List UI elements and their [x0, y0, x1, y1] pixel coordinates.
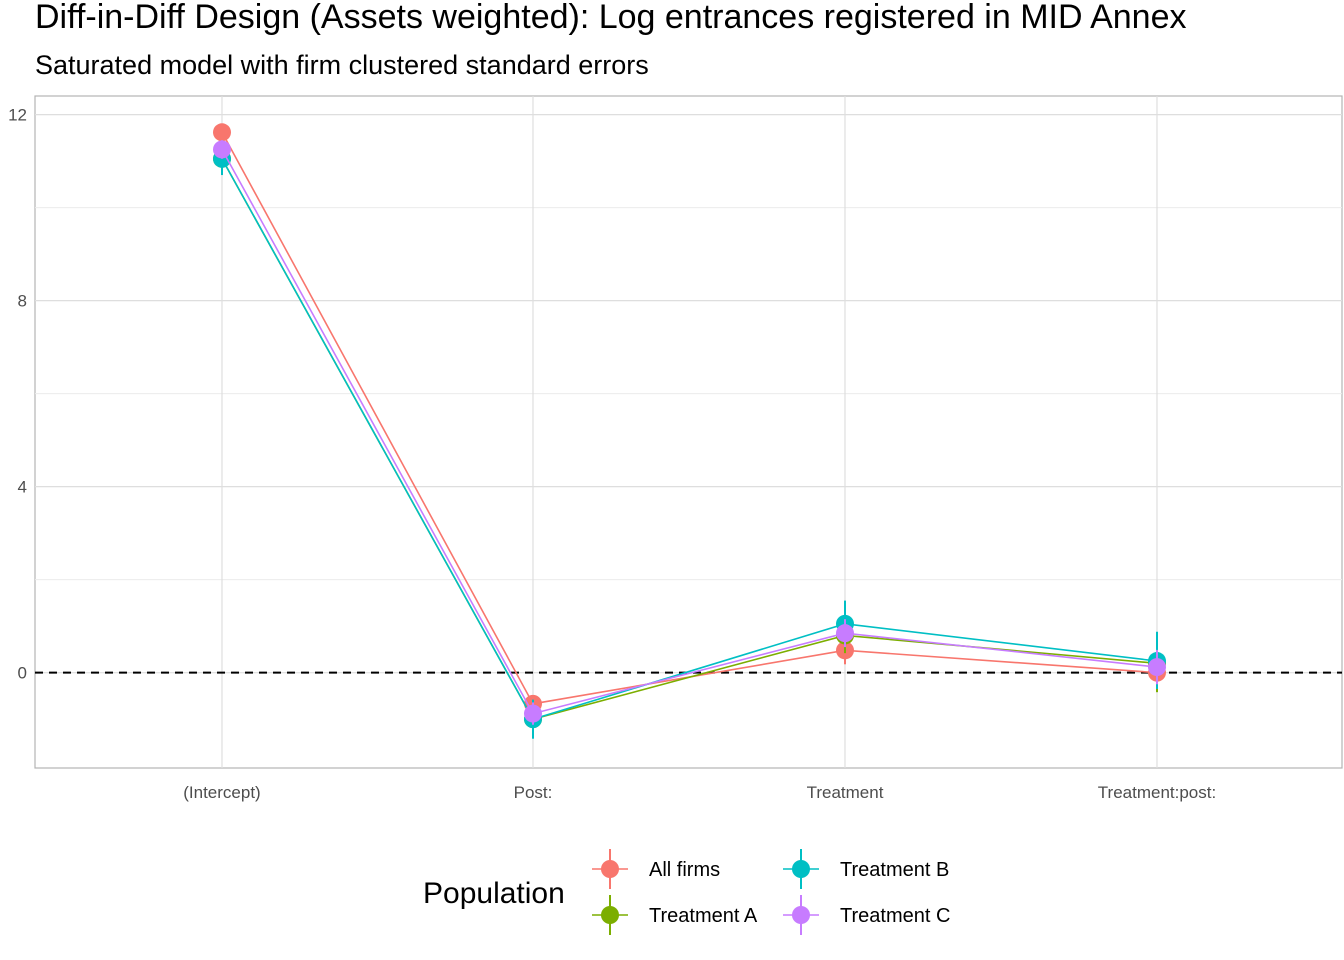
legend-label: Treatment B	[840, 859, 949, 881]
legend-title: Population	[423, 877, 565, 910]
x-tick-label: Treatment:post:	[1098, 783, 1216, 802]
series	[213, 140, 1166, 725]
legend-label: Treatment A	[649, 905, 758, 927]
x-tick-label: Post:	[514, 783, 553, 802]
grid-lines	[35, 96, 1342, 768]
x-tick-label: (Intercept)	[183, 783, 260, 802]
y-tick-label: 0	[18, 664, 27, 683]
legend-key: Treatment B	[783, 849, 949, 889]
plot-panel	[34, 95, 1343, 769]
data-point	[1148, 658, 1166, 677]
legend-key-point	[792, 906, 810, 924]
legend-label: All firms	[649, 859, 720, 881]
legend-key-point	[792, 860, 810, 878]
data-point	[213, 140, 231, 159]
legend: Population All firms Treatment A Treatment…	[423, 849, 950, 935]
data-point	[836, 624, 854, 643]
legend-label: Treatment C	[840, 905, 950, 927]
x-tick-label: Treatment	[807, 783, 884, 802]
chart-subtitle: Saturated model with firm clustered stan…	[35, 50, 649, 80]
legend-key: Treatment C	[783, 895, 950, 935]
legend-key: All firms	[592, 849, 720, 889]
legend-key-point	[601, 860, 619, 878]
axis-labels: 0 4 8 12 (Intercept) Post: Treatment Treatment:…	[8, 106, 1216, 802]
legend-key-point	[601, 906, 619, 924]
series-layer	[213, 123, 1166, 739]
y-tick-label: 12	[8, 106, 27, 125]
series-line	[221, 158, 1158, 721]
series-line	[221, 149, 1158, 715]
data-point	[213, 123, 231, 142]
chart-title: Diff-in-Diff Design (Assets weighted): L…	[35, 0, 1187, 36]
data-point	[524, 704, 542, 723]
y-tick-label: 8	[18, 292, 27, 311]
legend-key: Treatment A	[592, 895, 758, 935]
y-tick-label: 4	[18, 478, 27, 497]
